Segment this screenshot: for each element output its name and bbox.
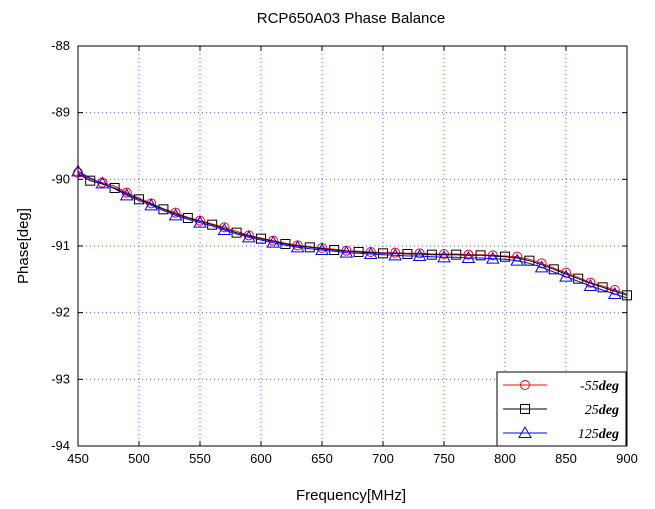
grid-lines xyxy=(78,46,627,446)
data-point xyxy=(414,248,425,259)
data-point xyxy=(363,246,378,259)
legend-swatch-marker xyxy=(520,404,530,414)
legend-swatch-marker xyxy=(518,425,532,438)
data-point xyxy=(622,290,632,301)
data-point xyxy=(304,242,315,253)
legend-label: 25deg xyxy=(585,403,619,418)
data-point xyxy=(548,264,559,275)
series--55deg xyxy=(73,167,628,295)
y-tick-label: -93 xyxy=(51,371,70,386)
data-point xyxy=(524,255,535,266)
x-tick-label: 700 xyxy=(372,451,394,466)
data-point xyxy=(134,194,144,205)
data-point xyxy=(378,248,388,259)
data-point xyxy=(583,278,598,291)
data-point xyxy=(412,248,427,261)
data-point xyxy=(144,198,159,211)
legend: -55deg 25deg 125deg xyxy=(496,371,627,447)
y-axis-label: Phase[deg] xyxy=(15,208,32,284)
data-point xyxy=(388,248,403,261)
legend-swatch-marker xyxy=(520,380,530,390)
data-point xyxy=(390,247,401,258)
data-point xyxy=(500,251,510,262)
series-125deg xyxy=(71,164,628,299)
data-point xyxy=(451,249,462,260)
data-point xyxy=(475,250,486,261)
x-tick-label: 800 xyxy=(494,451,516,466)
data-point xyxy=(241,230,256,243)
x-tick-label: 900 xyxy=(616,451,638,466)
data-point xyxy=(402,249,413,259)
x-axis-ticks: 450 500 550 600 650 700 750 800 850 900 xyxy=(67,46,638,466)
x-tick-label: 650 xyxy=(311,451,333,466)
data-point xyxy=(426,249,437,260)
data-point xyxy=(607,286,622,299)
data-point xyxy=(597,282,608,293)
data-point xyxy=(315,242,329,255)
data-point xyxy=(585,277,596,288)
x-tick-label: 450 xyxy=(67,451,89,466)
y-tick-label: -91 xyxy=(51,238,70,253)
data-point xyxy=(193,215,207,228)
data-point xyxy=(534,260,549,273)
data-point xyxy=(339,245,354,258)
data-point xyxy=(290,240,305,253)
data-point xyxy=(510,253,525,266)
data-point xyxy=(266,235,281,248)
y-axis-ticks: -94 -93 -92 -91 -90 -89 -88 xyxy=(51,38,627,453)
data-point xyxy=(485,251,500,264)
x-tick-label: 500 xyxy=(128,451,150,466)
legend-item: -55deg xyxy=(503,379,619,394)
data-point xyxy=(573,273,584,284)
data-point xyxy=(168,208,183,221)
y-tick-label: -92 xyxy=(51,305,70,320)
data-point xyxy=(353,247,364,257)
x-axis-label: Frequency[MHz] xyxy=(296,487,406,504)
legend-item: 125deg xyxy=(503,425,619,442)
x-tick-label: 550 xyxy=(189,451,211,466)
x-tick-label: 850 xyxy=(555,451,577,466)
x-tick-label: 750 xyxy=(433,451,455,466)
series-line xyxy=(77,170,628,299)
y-tick-label: -88 xyxy=(51,38,70,53)
series-line xyxy=(77,173,628,296)
data-point xyxy=(439,249,449,259)
data-point xyxy=(119,188,134,201)
chart-title: RCP650A03 Phase Balance xyxy=(257,10,445,27)
series-25deg xyxy=(77,173,632,301)
data-point xyxy=(461,250,476,263)
data-point xyxy=(437,250,451,263)
data-point xyxy=(559,269,573,282)
y-tick-label: -89 xyxy=(51,105,70,120)
y-tick-label: -90 xyxy=(51,171,70,186)
x-tick-label: 600 xyxy=(250,451,272,466)
data-point xyxy=(95,176,110,189)
y-tick-label: -94 xyxy=(51,438,70,453)
data-point xyxy=(71,164,85,177)
legend-label: 125deg xyxy=(578,427,619,442)
data-point xyxy=(85,175,96,186)
legend-label: -55deg xyxy=(580,379,619,394)
legend-item: 25deg xyxy=(503,403,619,418)
data-point xyxy=(329,245,340,255)
data-point xyxy=(158,204,169,215)
data-point xyxy=(109,183,120,193)
data-point xyxy=(217,222,232,235)
series-layer xyxy=(71,164,632,301)
series-line xyxy=(77,172,628,295)
